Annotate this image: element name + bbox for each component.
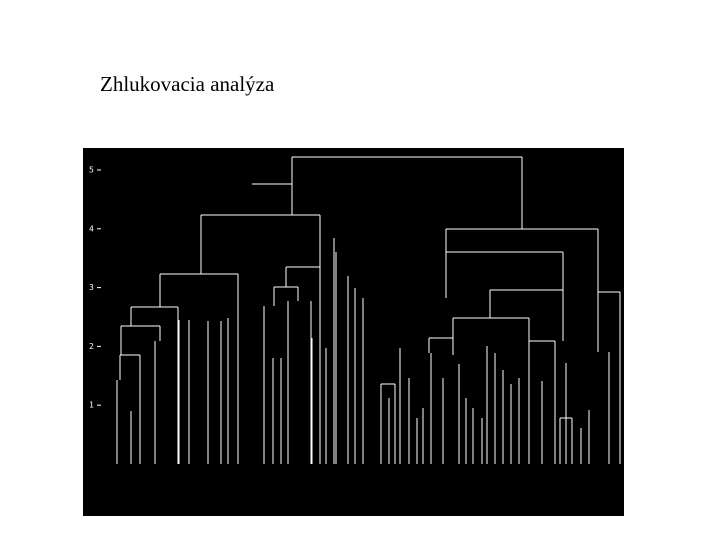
- slide-title: Zhlukovacia analýza: [100, 72, 275, 96]
- y-tick-label: 2: [89, 342, 94, 351]
- plot-background: [83, 148, 624, 516]
- y-tick-label: 3: [89, 283, 94, 292]
- dendrogram: 1 2 3 4 5: [83, 148, 624, 516]
- dendrogram-links: [116, 156, 621, 464]
- y-tick-label: 4: [89, 224, 94, 233]
- y-tick-label: 5: [89, 166, 94, 175]
- y-tick-label: 1: [89, 401, 94, 410]
